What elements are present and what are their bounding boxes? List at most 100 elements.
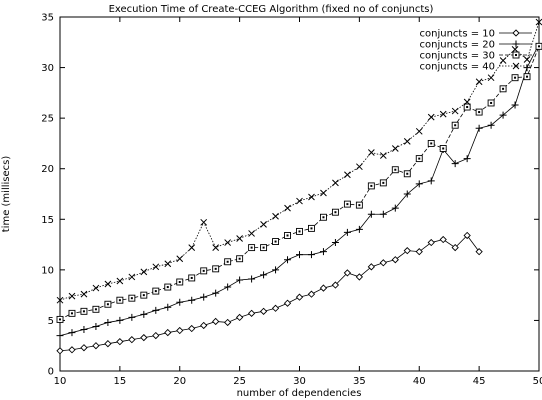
- data-point: [140, 333, 148, 342]
- data-point: [331, 208, 339, 216]
- data-point: [116, 316, 124, 324]
- data-point: [247, 309, 256, 317]
- data-point: [343, 269, 352, 277]
- data-point: [248, 275, 256, 283]
- data-point: [451, 121, 459, 129]
- data-point: [379, 210, 387, 218]
- data-point: [140, 291, 148, 299]
- data-point: [283, 299, 292, 307]
- data-point: [236, 255, 244, 263]
- data-point: [391, 166, 399, 174]
- x-axis-label: number of dependencies: [237, 388, 362, 399]
- data-point: [415, 155, 423, 163]
- data-point: [284, 232, 291, 239]
- data-point: [116, 338, 124, 346]
- y-axis-label: time (millisecs): [1, 156, 12, 233]
- series-layer: [56, 18, 542, 355]
- data-point: [80, 344, 88, 352]
- data-point: [248, 230, 255, 237]
- data-point: [116, 277, 124, 285]
- x-axis: 10 15 20 25 30 35 40 45 50: [54, 17, 542, 387]
- series-line: [59, 21, 540, 301]
- y-tick-label: 25: [41, 114, 54, 125]
- data-point: [379, 259, 387, 267]
- data-point: [463, 231, 471, 240]
- data-point: [523, 64, 531, 72]
- data-point: [200, 293, 208, 301]
- legend-marker: [512, 51, 520, 59]
- data-point: [56, 315, 64, 323]
- data-point: [152, 306, 160, 314]
- data-point: [523, 73, 531, 81]
- data-point: [68, 309, 76, 317]
- data-point: [68, 346, 76, 354]
- data-point: [463, 155, 471, 163]
- data-point: [379, 152, 387, 159]
- data-point: [343, 200, 351, 208]
- data-point: [487, 99, 495, 107]
- data-point: [259, 307, 268, 315]
- legend-marker: [512, 40, 520, 48]
- data-point: [403, 190, 411, 198]
- data-point: [367, 263, 375, 271]
- data-point: [499, 57, 507, 64]
- data-point: [200, 321, 208, 330]
- series-line: [59, 44, 540, 336]
- series-1: [56, 231, 483, 355]
- x-tick-label: 30: [293, 376, 306, 387]
- data-point: [164, 260, 172, 268]
- data-point: [236, 235, 243, 242]
- data-point: [260, 220, 267, 228]
- data-point: [475, 78, 483, 86]
- data-point: [355, 201, 363, 209]
- data-point: [152, 331, 160, 340]
- data-point: [367, 182, 375, 190]
- data-point: [343, 228, 351, 236]
- data-point: [344, 171, 351, 179]
- data-point: [535, 18, 542, 26]
- data-point: [487, 121, 495, 129]
- y-tick-label: 15: [41, 215, 54, 226]
- data-point: [296, 251, 303, 259]
- data-point: [332, 179, 339, 187]
- data-point: [511, 101, 519, 109]
- data-point: [403, 170, 411, 178]
- data-point: [415, 248, 423, 256]
- data-point: [128, 313, 136, 321]
- y-tick-label: 0: [48, 367, 54, 378]
- data-point: [80, 290, 88, 298]
- data-point: [212, 244, 220, 251]
- data-point: [296, 197, 303, 205]
- data-point: [427, 139, 435, 147]
- data-point: [272, 238, 279, 245]
- data-point: [116, 296, 124, 304]
- data-point: [152, 287, 160, 295]
- series-4: [56, 18, 542, 304]
- data-point: [212, 265, 220, 273]
- data-point: [331, 281, 340, 289]
- data-point: [308, 224, 315, 232]
- data-point: [176, 298, 184, 306]
- data-point: [224, 239, 232, 246]
- data-point: [271, 304, 280, 312]
- data-point: [499, 85, 507, 93]
- chart-title: Execution Time of Create-CCEG Algorithm …: [109, 4, 434, 15]
- data-point: [415, 127, 423, 135]
- data-point: [319, 284, 328, 292]
- data-point: [56, 332, 64, 340]
- data-point: [296, 227, 303, 235]
- series-line: [59, 46, 540, 320]
- data-point: [200, 267, 208, 275]
- data-point: [463, 98, 471, 106]
- data-point: [104, 318, 112, 326]
- data-point: [451, 243, 459, 252]
- series-3: [56, 42, 542, 323]
- data-point: [104, 300, 112, 308]
- data-point: [307, 290, 316, 298]
- data-point: [427, 113, 435, 121]
- x-tick-label: 40: [413, 376, 426, 387]
- data-point: [200, 218, 208, 226]
- data-point: [128, 294, 136, 302]
- data-point: [212, 317, 220, 326]
